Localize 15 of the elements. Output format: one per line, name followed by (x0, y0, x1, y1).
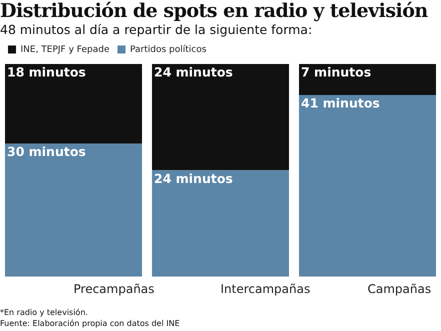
data-label: 18 minutos (7, 64, 86, 80)
x-tick-label: Intercampañas (220, 282, 310, 296)
data-label: 24 minutos (154, 64, 233, 80)
x-tick-label: Precampañas (74, 282, 154, 296)
legend-label: INE, TEPJF y Fepade (20, 44, 110, 55)
source-note: Fuente: Elaboración propia con datos del INE (0, 318, 181, 329)
data-label: 24 minutos (154, 170, 233, 186)
chart-subtitle: 48 minutos al día a repartir de la siguiente forma: (0, 22, 314, 37)
data-label: 7 minutos (301, 64, 372, 80)
data-label: 41 minutos (301, 96, 380, 111)
x-tick-label: Campañas (368, 282, 432, 296)
chart-title: Distribución de spots en radio y televisión (0, 0, 429, 22)
legend-label: Partidos políticos (130, 44, 207, 55)
text: *En radio y televisión. (0, 307, 89, 318)
data-label: 30 minutos (7, 144, 86, 160)
